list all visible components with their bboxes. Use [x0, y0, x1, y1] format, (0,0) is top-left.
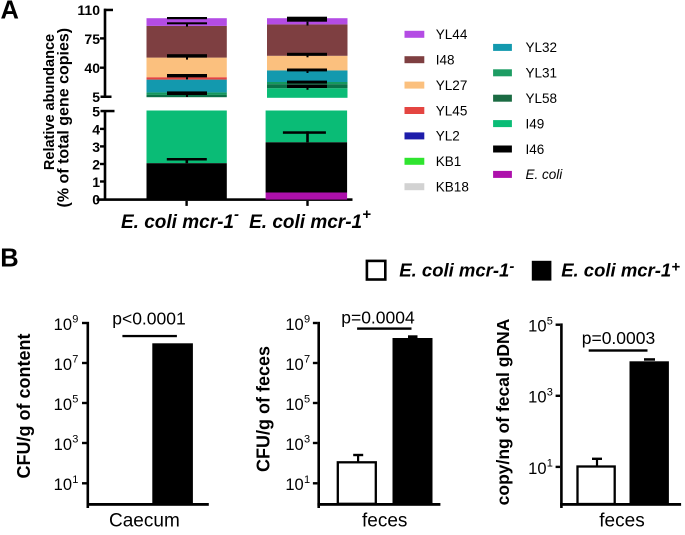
svg-text:KB18: KB18 — [436, 180, 469, 195]
svg-text:5: 5 — [547, 315, 553, 327]
svg-text:110: 110 — [77, 2, 100, 18]
svg-text:YL58: YL58 — [526, 91, 558, 106]
svg-text:p=0.0004: p=0.0004 — [341, 308, 415, 328]
svg-text:10: 10 — [54, 316, 72, 334]
svg-text:E. coli: E. coli — [526, 167, 564, 182]
svg-text:10: 10 — [54, 436, 72, 454]
svg-text:9: 9 — [304, 314, 310, 326]
svg-text:10: 10 — [528, 460, 546, 478]
svg-text:10: 10 — [285, 316, 303, 334]
svg-text:p=0.0003: p=0.0003 — [582, 328, 655, 348]
svg-text:I48: I48 — [436, 53, 455, 68]
svg-text:I49: I49 — [526, 116, 545, 131]
svg-text:Caecum: Caecum — [109, 511, 180, 531]
svg-text:40: 40 — [84, 60, 100, 76]
svg-text:10: 10 — [285, 356, 303, 374]
svg-text:feces: feces — [599, 511, 644, 531]
svg-text:4: 4 — [92, 121, 100, 137]
svg-text:Relative abundance: Relative abundance — [42, 34, 58, 170]
svg-text:CFU/g of feces: CFU/g of feces — [254, 346, 274, 472]
svg-text:5: 5 — [72, 394, 78, 406]
svg-text:1: 1 — [547, 458, 553, 470]
svg-text:10: 10 — [528, 318, 546, 336]
svg-text:5: 5 — [92, 104, 100, 120]
svg-text:p<0.0001: p<0.0001 — [112, 309, 185, 329]
svg-text:YL32: YL32 — [526, 40, 558, 55]
svg-text:YL45: YL45 — [436, 103, 468, 118]
svg-text:3: 3 — [72, 434, 78, 446]
svg-text:2: 2 — [92, 156, 100, 172]
svg-text:10: 10 — [54, 396, 72, 414]
svg-text:5: 5 — [304, 394, 310, 406]
svg-text:YL27: YL27 — [436, 78, 468, 93]
svg-text:I46: I46 — [526, 142, 545, 157]
svg-text:10: 10 — [54, 356, 72, 374]
svg-text:10: 10 — [285, 396, 303, 414]
svg-text:7: 7 — [72, 354, 78, 366]
svg-text:7: 7 — [304, 354, 310, 366]
svg-text:copy/ng of fecal gDNA: copy/ng of fecal gDNA — [493, 318, 513, 505]
svg-text:YL2: YL2 — [436, 129, 460, 144]
svg-text:KB1: KB1 — [436, 154, 462, 169]
svg-text:75: 75 — [84, 31, 100, 47]
svg-text:E. coli mcr-1+: E. coli mcr-1+ — [561, 258, 680, 280]
svg-text:CFU/g of content: CFU/g of content — [14, 334, 34, 479]
svg-text:YL31: YL31 — [526, 66, 558, 81]
svg-text:10: 10 — [285, 476, 303, 494]
svg-text:YL44: YL44 — [436, 27, 468, 42]
svg-text:E. coli mcr-1-: E. coli mcr-1- — [399, 258, 514, 280]
svg-text:3: 3 — [92, 139, 100, 155]
svg-text:0: 0 — [92, 191, 100, 207]
svg-text:1: 1 — [92, 174, 100, 190]
svg-text:B: B — [0, 245, 18, 273]
svg-text:10: 10 — [54, 476, 72, 494]
svg-text:A: A — [1, 0, 19, 25]
svg-text:10: 10 — [285, 436, 303, 454]
svg-text:1: 1 — [304, 474, 310, 486]
svg-text:10: 10 — [528, 389, 546, 407]
svg-text:3: 3 — [304, 434, 310, 446]
svg-text:1: 1 — [72, 474, 78, 486]
svg-text:feces: feces — [362, 511, 407, 531]
svg-text:9: 9 — [72, 314, 78, 326]
svg-text:(% of total gene copies): (% of total gene copies) — [56, 28, 73, 208]
svg-text:5: 5 — [92, 89, 100, 105]
svg-text:3: 3 — [547, 387, 553, 399]
